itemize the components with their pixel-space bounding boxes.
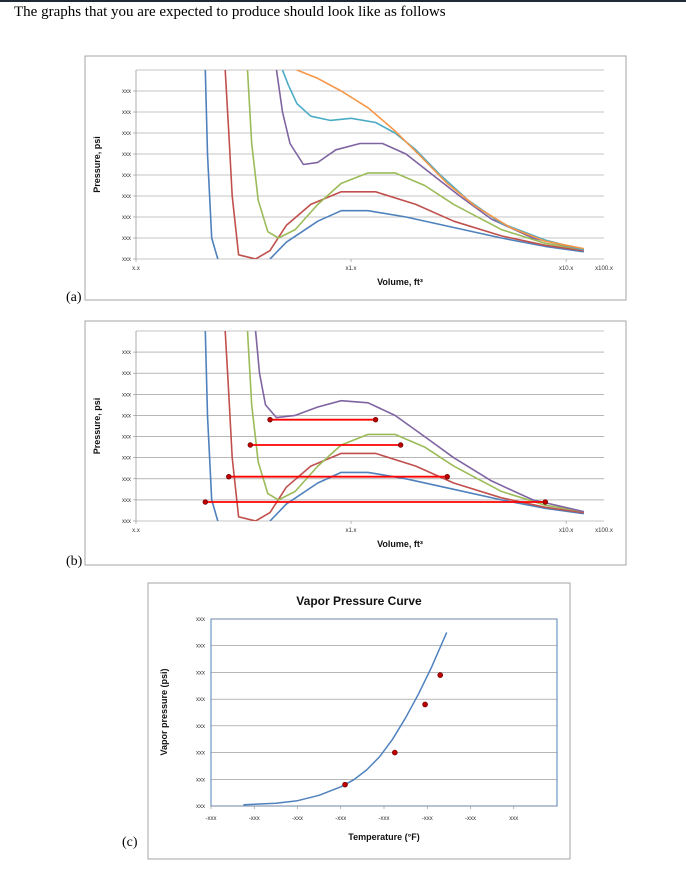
data-point [422, 701, 428, 708]
x-tick-label: -xxx [335, 816, 346, 822]
tie-line-endpoint [202, 499, 208, 505]
series-line-isotherm-5 [275, 70, 585, 251]
series-line-isotherm-2 [269, 471, 585, 521]
tie-line-endpoint [444, 473, 450, 480]
y-axis-title: Pressure, psi [92, 398, 102, 455]
plot-area [202, 331, 585, 521]
data-point [392, 749, 398, 756]
y-tick-label: xxx [122, 371, 131, 377]
y-tick-label: xxx [122, 435, 131, 441]
y-tick-label: xxx [122, 456, 131, 462]
y-tick-label: xxx [122, 498, 131, 504]
y-tick-label: xxx [122, 89, 131, 95]
page-heading: The graphs that you are expected to prod… [14, 4, 446, 20]
y-tick-label: xxx [122, 152, 131, 158]
y-tick-label: xxx [196, 697, 205, 703]
series-line-isotherm-1 [204, 70, 219, 259]
series-line-isotherm-7 [296, 70, 585, 250]
data-point [437, 672, 444, 678]
x-tick-label: x10.x [559, 266, 573, 272]
top-rule [0, 0, 686, 2]
y-tick-label: xxx [196, 617, 205, 623]
series-line-vapor-pressure [243, 632, 448, 806]
plot-area [204, 70, 585, 259]
chart-frame [147, 582, 571, 860]
series-line-isotherm-5 [254, 331, 585, 513]
series-line-isotherm-2 [269, 209, 585, 259]
y-axis-title: Pressure, psi [92, 136, 102, 193]
y-tick-label: xxx [122, 257, 131, 263]
y-tick-label: xxx [122, 194, 131, 200]
y-tick-label: xxx [122, 519, 131, 525]
data-point [342, 781, 348, 788]
x-tick-label: -xxx [379, 816, 390, 822]
y-tick-label: xxx [122, 477, 131, 483]
tie-line-endpoint [542, 499, 548, 505]
y-tick-label: xxx [122, 392, 131, 398]
x-tick-label: x.x [132, 266, 140, 272]
y-tick-label: xxx [122, 236, 131, 242]
tie-line-endpoint [267, 416, 273, 423]
tie-line-endpoint [372, 416, 379, 423]
tie-line-endpoint [397, 442, 404, 448]
y-tick-label: xxx [122, 173, 131, 179]
y-tick-label: xxx [196, 751, 205, 757]
x-tick-label: -xxx [465, 816, 476, 822]
x-tick-label: -xxx [422, 816, 433, 822]
tie-line-endpoint [247, 442, 254, 448]
x-tick-label: -xxx [249, 816, 260, 822]
x-axis-title: Temperature (°F) [348, 832, 419, 842]
y-tick-label: xxx [196, 804, 205, 810]
x-tick-label: x10.x [559, 528, 573, 534]
x-tick-label-end: x100.x [595, 266, 613, 272]
x-tick-label: x1.x [346, 266, 357, 272]
y-tick-label: xxx [196, 670, 205, 676]
chart-frame [84, 320, 627, 566]
x-tick-label-end: x100.x [595, 528, 613, 534]
series-line-isotherm-3 [224, 70, 585, 259]
y-axis-title: Vapor pressure (psi) [159, 668, 169, 755]
x-tick-label: x.x [132, 528, 140, 534]
y-tick-label: xxx [122, 131, 131, 137]
y-tick-label: xxx [196, 724, 205, 730]
panel-b-label: (b) [66, 554, 83, 569]
series-line-isotherm-4 [246, 70, 585, 251]
x-axis-title: Volume, ft³ [377, 277, 423, 287]
x-tick-label: -xxx [206, 816, 217, 822]
y-tick-label: xxx [122, 413, 131, 419]
x-tick-label: xxx [509, 816, 518, 822]
x-axis-title: Volume, ft³ [377, 539, 423, 549]
x-tick-label: x1.x [346, 528, 357, 534]
panel-a-label: (a) [66, 290, 82, 305]
y-tick-label: xxx [196, 777, 205, 783]
chart-title: Vapor Pressure Curve [296, 594, 422, 608]
tie-line-endpoint [226, 473, 232, 480]
series-line-isotherm-1 [204, 331, 219, 521]
y-tick-label: xxx [196, 644, 205, 650]
y-tick-label: xxx [122, 110, 131, 116]
y-tick-label: xxx [122, 350, 131, 356]
y-tick-label: xxx [122, 215, 131, 221]
panel-c-label: (c) [122, 835, 138, 850]
x-tick-label: -xxx [292, 816, 303, 822]
